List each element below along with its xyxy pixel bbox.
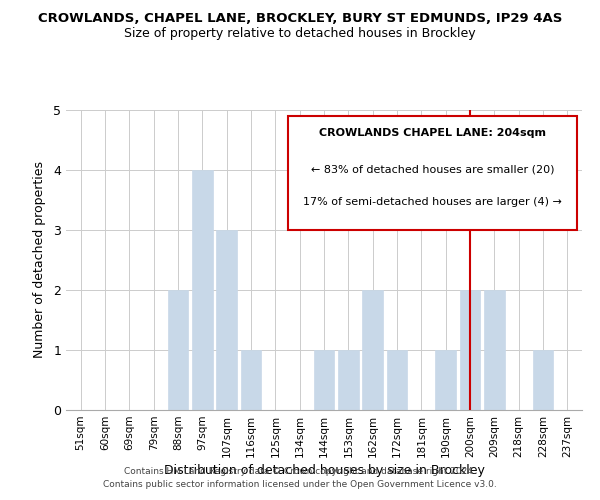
Bar <box>484 290 505 410</box>
Bar <box>241 350 262 410</box>
Bar <box>436 350 456 410</box>
Bar <box>362 290 383 410</box>
Bar <box>338 350 359 410</box>
Text: Contains HM Land Registry data © Crown copyright and database right 2024.: Contains HM Land Registry data © Crown c… <box>124 467 476 476</box>
Text: CROWLANDS CHAPEL LANE: 204sqm: CROWLANDS CHAPEL LANE: 204sqm <box>319 128 546 138</box>
Text: ← 83% of detached houses are smaller (20): ← 83% of detached houses are smaller (20… <box>311 164 554 174</box>
Bar <box>460 290 481 410</box>
Bar <box>314 350 334 410</box>
Bar <box>533 350 553 410</box>
X-axis label: Distribution of detached houses by size in Brockley: Distribution of detached houses by size … <box>164 464 484 477</box>
Bar <box>167 290 188 410</box>
Text: Contains public sector information licensed under the Open Government Licence v3: Contains public sector information licen… <box>103 480 497 489</box>
Bar <box>192 170 212 410</box>
FancyBboxPatch shape <box>288 116 577 230</box>
Y-axis label: Number of detached properties: Number of detached properties <box>33 162 46 358</box>
Text: CROWLANDS, CHAPEL LANE, BROCKLEY, BURY ST EDMUNDS, IP29 4AS: CROWLANDS, CHAPEL LANE, BROCKLEY, BURY S… <box>38 12 562 26</box>
Text: 17% of semi-detached houses are larger (4) →: 17% of semi-detached houses are larger (… <box>303 197 562 207</box>
Bar <box>216 230 237 410</box>
Bar <box>386 350 407 410</box>
Text: Size of property relative to detached houses in Brockley: Size of property relative to detached ho… <box>124 28 476 40</box>
